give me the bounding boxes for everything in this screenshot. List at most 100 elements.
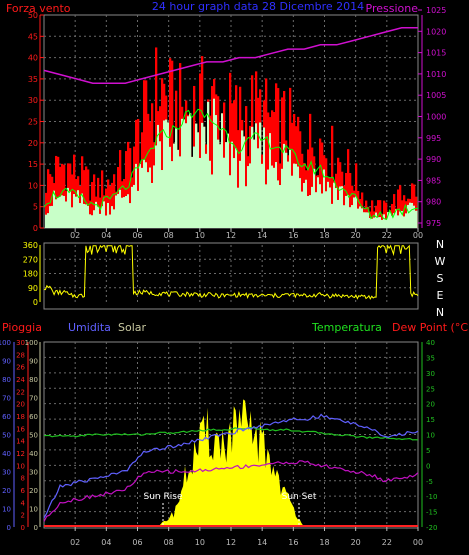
wind-avg-bar (333, 182, 336, 228)
wind-avg-bar (299, 178, 302, 228)
wind-gust-bar (137, 118, 140, 228)
wind-avg-bar (399, 211, 402, 228)
direction-tick-label: 90 (28, 284, 38, 293)
wind-avg-bar (363, 212, 366, 228)
direction-grid (44, 245, 418, 302)
wind-avg-bar (177, 149, 180, 228)
wind-tick-label: 20 (28, 139, 38, 148)
wind-gust-bar (211, 86, 214, 228)
wind-tick-label: 5 (33, 203, 38, 212)
rain-tick-label: 18 (16, 413, 25, 421)
wind-avg-bar (357, 208, 360, 228)
pressure-label: Pressione (366, 2, 419, 15)
solar-tick-label: 100 (25, 339, 38, 347)
wind-avg-bar (235, 148, 238, 228)
wind-avg-bar (257, 148, 260, 228)
wind-avg-bar (181, 118, 184, 228)
wind-avg-bar (225, 142, 228, 228)
wind-avg-bar (241, 130, 244, 228)
wind-tick-label: 10 (28, 181, 38, 190)
wind-avg-bar (207, 101, 210, 228)
wind-avg-bar (131, 186, 134, 228)
wind-avg-bar (315, 192, 318, 228)
wind-avg-bar (355, 196, 358, 228)
wind-gust-bar (55, 155, 58, 228)
wind-avg-bar (119, 189, 122, 228)
wind-avg-bar (115, 195, 118, 228)
direction-tick-label: 270 (23, 255, 38, 264)
wind-gust-bar (147, 113, 150, 228)
direction-line (43, 244, 419, 300)
wind-avg-bar (247, 166, 250, 228)
wind-avg-bar (233, 158, 236, 228)
wind-avg-bar (87, 205, 90, 228)
wind-gust-bar (51, 176, 54, 228)
wind-avg-bar (245, 186, 248, 228)
wind-avg-bar (283, 143, 286, 228)
wind-tick-label: 45 (28, 32, 38, 41)
wind-avg-bar (47, 213, 50, 228)
wind-avg-bar (221, 113, 224, 228)
wind-avg-bar (173, 143, 176, 228)
wind-time-tick-label: 12 (226, 231, 236, 240)
humidity-tick-label: 80 (2, 376, 11, 384)
wind-speed-label: Forza vento (6, 2, 71, 15)
wind-time-tick-label: 06 (132, 231, 142, 240)
humidity-tick-label: 10 (2, 506, 11, 514)
wind-avg-bar (341, 186, 344, 228)
wind-time-tick-label: 18 (319, 231, 329, 240)
wind-avg-bar (185, 123, 188, 228)
wind-avg-bar (403, 216, 406, 228)
rain-tick-label: 28 (16, 351, 25, 359)
wind-avg-bar (135, 163, 138, 228)
wind-avg-bar (317, 177, 320, 228)
wind-avg-bar (409, 202, 412, 228)
wind-gust-bar (349, 172, 352, 228)
wind-avg-bar (195, 123, 198, 228)
wind-tick-label: 15 (28, 160, 38, 169)
wind-avg-bar (339, 186, 342, 228)
humidity-tick-label: 100 (0, 339, 11, 347)
direction-tick-label: 360 (23, 241, 38, 250)
wind-avg-bar (269, 133, 272, 228)
lower-axes: 0102030405060708090100024681012141618202… (0, 339, 437, 532)
humidity-tick-label: 0 (7, 524, 11, 532)
direction-tick-label: 180 (23, 270, 38, 279)
solar-tick-label: 40 (29, 450, 38, 458)
wind-avg-bar (51, 205, 54, 228)
rain-tick-label: 0 (21, 524, 25, 532)
wind-avg-bar (331, 203, 334, 228)
wind-avg-bar (369, 217, 372, 228)
wind-avg-bar (61, 195, 64, 228)
wind-tick-label: 35 (28, 75, 38, 84)
wind-avg-bar (291, 175, 294, 228)
wind-avg-bar (391, 215, 394, 228)
wind-gust-bar (171, 60, 174, 228)
wind-avg-bar (213, 98, 216, 228)
wind-avg-bar (415, 210, 418, 228)
wind-avg-bar (243, 136, 246, 228)
wind-avg-bar (345, 195, 348, 228)
wind-gust-bar (265, 78, 268, 228)
wind-avg-bar (215, 115, 218, 228)
wind-avg-bar (79, 203, 82, 228)
wind-gust-bar (383, 200, 386, 228)
wind-time-tick-label: 14 (257, 231, 267, 240)
rain-tick-label: 22 (16, 388, 25, 396)
humidity-tick-label: 90 (2, 358, 11, 366)
wind-avg-bar (217, 139, 220, 228)
wind-gust-bar (143, 80, 146, 228)
wind-avg-bar (385, 219, 388, 228)
wind-avg-bar (159, 141, 162, 228)
wind-gust-bar (129, 148, 132, 228)
dewpoint-line (43, 460, 419, 522)
solar-tick-label: 80 (29, 376, 38, 384)
wind-avg-bar (205, 153, 208, 228)
wind-avg-bar (377, 217, 380, 228)
wind-avg-bar (63, 195, 66, 228)
wind-avg-bar (83, 203, 86, 228)
wind-gust-bar (101, 170, 104, 228)
wind-avg-bar (99, 213, 102, 228)
solar-tick-label: 70 (29, 395, 38, 403)
wind-avg-bar (187, 116, 190, 228)
